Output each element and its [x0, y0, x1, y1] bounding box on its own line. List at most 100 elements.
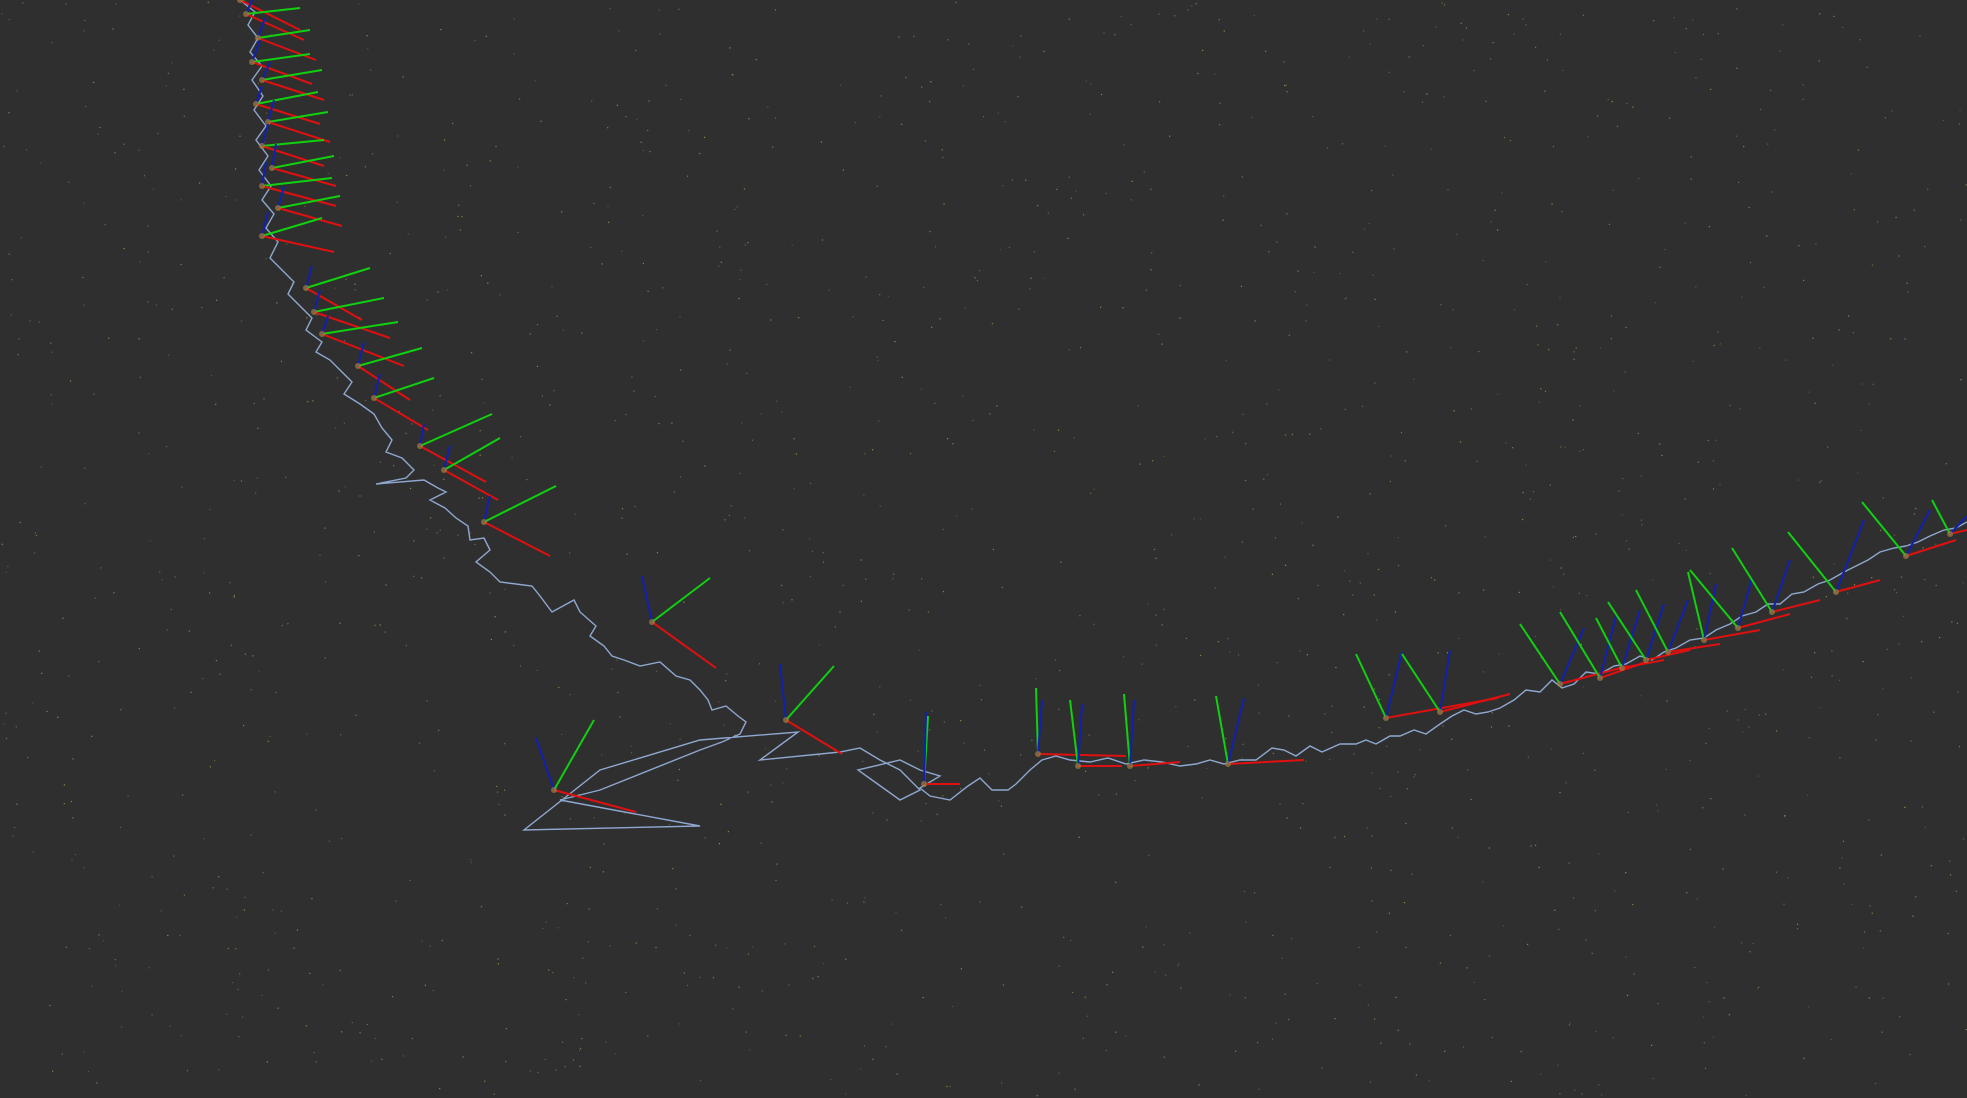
pose-z-axis	[1621, 609, 1641, 669]
map-point	[1388, 71, 1390, 73]
map-point	[1582, 752, 1584, 754]
map-point	[389, 252, 391, 255]
pose-y-axis	[1215, 695, 1229, 765]
map-point	[1685, 28, 1687, 30]
map-point	[748, 550, 751, 552]
map-point	[963, 742, 965, 744]
map-point	[1719, 343, 1721, 345]
map-point	[1165, 974, 1167, 976]
keyframe-marker	[1665, 649, 1671, 655]
map-point	[168, 354, 170, 356]
pose-y-axis	[357, 347, 423, 367]
map-point	[1397, 771, 1399, 773]
map-point	[1374, 1018, 1376, 1020]
map-point	[1272, 934, 1274, 936]
map-point	[65, 946, 67, 948]
map-point	[1219, 124, 1221, 126]
map-point	[165, 85, 167, 87]
map-point	[876, 731, 878, 733]
map-point	[822, 551, 824, 554]
map-point	[1328, 359, 1331, 361]
map-point	[635, 942, 637, 944]
map-point	[82, 276, 84, 279]
map-point	[32, 851, 34, 853]
map-point	[1525, 464, 1527, 466]
map-point	[908, 609, 910, 611]
map-point	[373, 531, 375, 533]
pose-y-axis	[1519, 623, 1561, 685]
map-point	[1549, 484, 1551, 486]
pose-y-axis	[267, 111, 329, 123]
map-point	[1413, 776, 1415, 778]
keyframe-marker	[237, 0, 243, 3]
map-point	[171, 62, 173, 64]
map-point	[624, 813, 626, 815]
map-point	[139, 376, 141, 378]
map-point	[849, 386, 851, 388]
map-point	[877, 359, 879, 362]
map-point	[74, 853, 77, 856]
map-point	[1527, 943, 1529, 945]
map-point	[1843, 883, 1845, 885]
map-point	[1557, 324, 1559, 326]
map-point	[879, 116, 881, 118]
map-point	[823, 962, 825, 965]
map-point	[1659, 443, 1661, 445]
map-point	[1343, 613, 1345, 616]
map-point	[909, 699, 911, 701]
map-point	[1444, 4, 1446, 6]
map-point	[785, 1034, 787, 1036]
map-point	[68, 181, 70, 183]
map-point	[1530, 845, 1532, 847]
map-point	[436, 532, 438, 534]
map-point	[590, 246, 592, 248]
map-point	[946, 1085, 948, 1088]
keyframe-marker	[253, 101, 259, 107]
map-point	[1373, 594, 1375, 596]
map-point	[936, 813, 938, 815]
map-point	[1640, 475, 1642, 477]
pose-x-axis	[1559, 665, 1629, 685]
keyframe-marker	[1383, 715, 1389, 721]
map-point	[614, 420, 616, 422]
map-point	[1657, 810, 1659, 812]
map-point	[727, 831, 729, 833]
map-point	[745, 1031, 747, 1033]
map-point	[1949, 874, 1952, 876]
map-point	[1161, 624, 1163, 626]
map-point	[1586, 594, 1588, 596]
map-point	[1868, 997, 1870, 999]
map-point	[1579, 405, 1581, 407]
pose-z-axis	[261, 61, 271, 81]
map-point	[1872, 383, 1874, 385]
map-point	[726, 947, 728, 949]
map-point	[788, 984, 790, 986]
map-point	[1000, 805, 1002, 807]
map-point	[1394, 611, 1396, 613]
map-point	[1245, 443, 1247, 445]
map-point	[929, 231, 931, 233]
map-point	[1174, 15, 1176, 17]
map-point	[1153, 548, 1156, 550]
map-point	[1626, 994, 1629, 996]
map-point	[854, 122, 856, 124]
map-point	[1435, 26, 1437, 28]
map-point	[1253, 14, 1255, 16]
map-point	[1406, 351, 1408, 353]
map-point	[1369, 493, 1371, 495]
map-point	[1488, 955, 1490, 957]
map-point	[1899, 1016, 1901, 1018]
map-point	[1388, 912, 1390, 914]
pose-x-axis	[313, 311, 391, 339]
map-point	[1559, 33, 1561, 35]
map-point	[659, 33, 661, 35]
map-point	[732, 1008, 734, 1010]
map-point	[656, 329, 658, 331]
map-point	[1787, 877, 1789, 879]
map-point	[203, 572, 205, 574]
map-point	[151, 1014, 153, 1016]
map-point	[33, 552, 36, 554]
map-point	[1808, 737, 1810, 739]
